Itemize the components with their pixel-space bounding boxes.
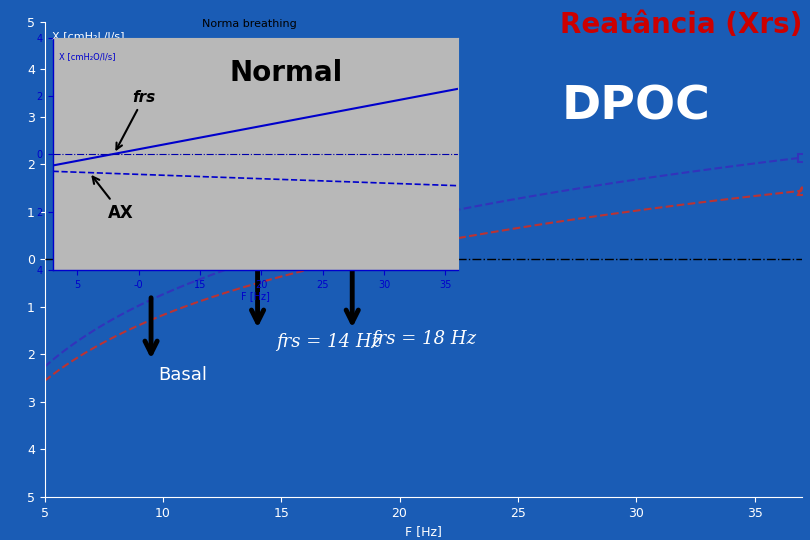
- Text: Basal: Basal: [158, 366, 207, 384]
- Text: AX: AX: [92, 177, 134, 222]
- Text: Pós broncodilatador: Pós broncodilatador: [57, 215, 236, 233]
- X-axis label: F [Hz]: F [Hz]: [241, 291, 270, 301]
- Text: frs = 14 Hz: frs = 14 Hz: [276, 333, 382, 351]
- Text: frs = 18 Hz: frs = 18 Hz: [371, 330, 476, 348]
- Text: DPOC: DPOC: [562, 85, 710, 130]
- X-axis label: F [Hz]: F [Hz]: [405, 525, 441, 538]
- Text: X [cmH₂O/l/s]: X [cmH₂O/l/s]: [59, 52, 115, 62]
- Text: X [cmH₂L/l/s]: X [cmH₂L/l/s]: [52, 31, 124, 41]
- Text: frs: frs: [117, 90, 156, 150]
- Text: Reatância (Xrs): Reatância (Xrs): [560, 11, 802, 39]
- Text: Norma breathing: Norma breathing: [202, 19, 296, 29]
- Text: Normal: Normal: [229, 59, 343, 86]
